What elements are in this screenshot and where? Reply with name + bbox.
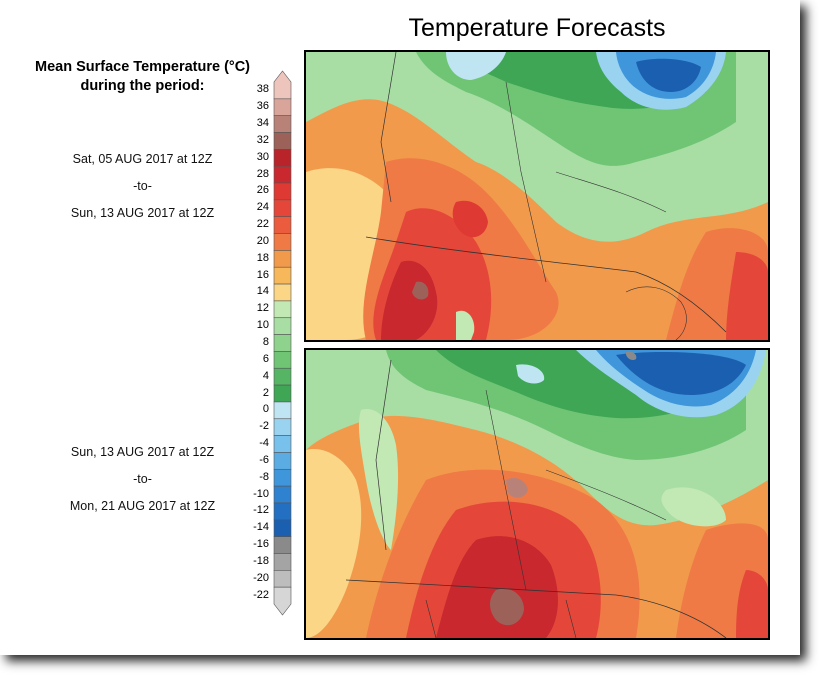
colorbar-tick-label: 2 (262, 386, 269, 399)
colorbar-swatch (273, 149, 292, 167)
period-2-separator: -to- (133, 472, 152, 486)
temperature-map-1 (306, 52, 768, 340)
colorbar-swatch (273, 182, 292, 201)
colorbar-tick-label: 8 (262, 336, 269, 348)
colorbar-tick-label: -12 (253, 504, 269, 517)
period-2-start: Sun, 13 AUG 2017 at 12Z (70, 445, 215, 459)
colorbar-swatch (273, 132, 292, 150)
colorbar-tick-label: 22 (256, 218, 269, 231)
colorbar-tick-label: -2 (259, 420, 269, 433)
colorbar-swatch (273, 435, 292, 453)
colorbar-swatch (273, 266, 292, 285)
colorbar-tick-label: 32 (256, 133, 269, 146)
colorbar-swatch (273, 485, 292, 504)
colorbar-swatch (273, 199, 292, 218)
colorbar-tick-label: 16 (256, 268, 269, 281)
colorbar-swatch (273, 300, 292, 319)
colorbar-swatch (273, 70, 292, 100)
colorbar-swatch (273, 384, 292, 403)
forecast-panel: Temperature Forecasts Mean Surface Tempe… (10, 14, 770, 640)
colorbar-swatch (273, 283, 292, 302)
colorbar-tick-label: 30 (256, 150, 269, 163)
colorbar-swatch (273, 418, 292, 436)
colorbar-swatch (273, 98, 292, 116)
colorbar-tick-label: -6 (259, 453, 269, 466)
colorbar-swatch (273, 553, 292, 571)
colorbar-tick-label: 0 (262, 403, 269, 416)
colorbar-tick-label: -14 (253, 521, 269, 534)
colorbar-tick-label: 10 (256, 319, 269, 332)
colorbar-tick-label: 12 (256, 302, 269, 315)
colorbar-tick-label: 28 (256, 167, 269, 180)
colorbar-swatch (273, 536, 292, 554)
colorbar-swatch (273, 452, 292, 470)
colorbar-swatch (273, 401, 292, 420)
period-1-separator: -to- (133, 179, 152, 193)
period-2-end: Mon, 21 AUG 2017 at 12Z (69, 499, 216, 513)
colorbar-tick-label: -4 (259, 437, 269, 450)
colorbar-tick-label: -22 (253, 588, 269, 601)
temperature-colorbar (273, 70, 292, 616)
colorbar-swatch (273, 317, 292, 335)
colorbar-swatch (273, 519, 292, 537)
colorbar-tick-label: -16 (253, 538, 269, 551)
legend-heading-line2: during the period: (80, 78, 205, 94)
period-1-label: Sat, 05 AUG 2017 at 12Z -to- Sun, 13 AUG… (40, 146, 245, 227)
colorbar-swatch (273, 586, 292, 616)
forecast-map-period-2 (304, 348, 770, 640)
colorbar-swatch (273, 115, 292, 133)
period-2-label: Sun, 13 AUG 2017 at 12Z -to- Mon, 21 AUG… (40, 439, 245, 520)
period-1-start: Sat, 05 AUG 2017 at 12Z (72, 152, 213, 166)
colorbar-swatch (273, 351, 292, 369)
colorbar-tick-label: -20 (253, 571, 269, 584)
legend-heading: Mean Surface Temperature (°C) during the… (10, 58, 275, 96)
colorbar-swatch (273, 502, 292, 521)
colorbar-swatch (273, 334, 292, 352)
legend-heading-line1: Mean Surface Temperature (°C) (34, 59, 251, 75)
colorbar-swatch (273, 367, 292, 386)
forecast-map-period-1 (304, 50, 770, 342)
colorbar-tick-label: -18 (253, 554, 269, 567)
colorbar-tick-label: 24 (256, 201, 269, 214)
colorbar-tick-label: 26 (256, 184, 269, 197)
colorbar-tick-label: 36 (256, 100, 269, 113)
colorbar-tick-label: 18 (256, 251, 269, 264)
colorbar-tick-label: -8 (259, 470, 269, 483)
period-1-end: Sun, 13 AUG 2017 at 12Z (70, 206, 215, 220)
colorbar-swatch (273, 570, 292, 588)
colorbar-swatch (273, 233, 292, 251)
colorbar-swatch (273, 468, 292, 487)
colorbar-tick-label: 4 (262, 369, 269, 382)
colorbar-tick-label: -10 (253, 487, 269, 500)
colorbar-tick-label: 6 (262, 352, 269, 365)
colorbar-tick-label: 20 (256, 234, 269, 247)
colorbar-tick-label: 14 (256, 285, 269, 298)
colorbar-tick-label: 34 (256, 117, 269, 130)
page-title: Temperature Forecasts (408, 14, 666, 42)
colorbar-tick-label: 38 (256, 83, 269, 96)
colorbar-swatch (273, 165, 292, 184)
colorbar-swatch (273, 250, 292, 268)
colorbar-swatch (273, 216, 292, 234)
temperature-map-2 (306, 350, 768, 638)
